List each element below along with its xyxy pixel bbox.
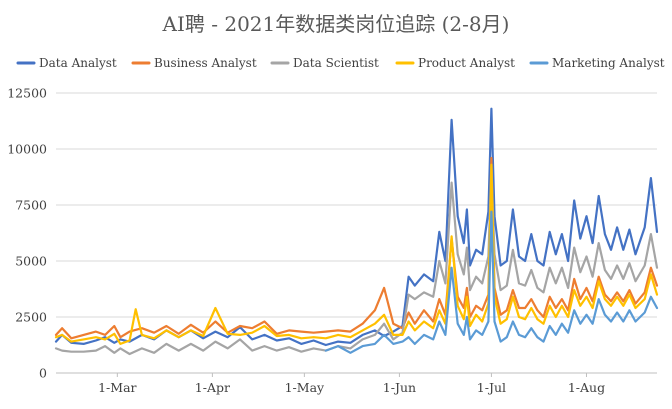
y-tick-label: 5000 — [15, 254, 47, 269]
series-line-marketing-analyst — [324, 210, 659, 354]
y-tick-label: 7500 — [15, 198, 47, 213]
x-tick-label: 1-Aug — [568, 380, 605, 395]
series-lines — [54, 107, 659, 356]
y-axis: 0 2500 5000 7500 10000 12500 — [7, 86, 47, 381]
legend-label: Product Analyst — [418, 56, 515, 70]
gridlines — [56, 92, 657, 374]
legend-item-data-scientist: Data Scientist — [270, 56, 379, 70]
y-tick-label: 2500 — [15, 310, 47, 325]
legend-label: Marketing Analyst — [552, 56, 665, 70]
x-tick-label: 1-Mar — [98, 380, 136, 395]
legend-item-product-analyst: Product Analyst — [395, 56, 515, 70]
y-tick-label: 0 — [39, 366, 47, 381]
legend-label: Business Analyst — [154, 56, 257, 70]
y-tick-label: 12500 — [7, 86, 47, 101]
x-tick-label: 1-Apr — [195, 380, 230, 395]
legend-item-business-analyst: Business Analyst — [131, 56, 257, 70]
chart-title: AI聘 - 2021年数据类岗位追踪 (2-8月) — [162, 12, 510, 36]
series-line-product-analyst — [54, 163, 659, 345]
y-tick-label: 10000 — [7, 142, 47, 157]
series-line-data-scientist — [54, 165, 659, 356]
x-axis: 1-Mar 1-Apr 1-May 1-Jun 1-Jul 1-Aug — [98, 373, 605, 395]
legend: Data Analyst Business Analyst Data Scienti… — [16, 56, 665, 70]
legend-item-data-analyst: Data Analyst — [16, 56, 117, 70]
x-tick-label: 1-Jun — [383, 380, 416, 395]
legend-item-marketing-analyst: Marketing Analyst — [529, 56, 665, 70]
series-line-business-analyst — [54, 156, 659, 340]
legend-label: Data Scientist — [293, 56, 379, 70]
x-tick-label: 1-May — [285, 380, 325, 395]
x-tick-label: 1-Jul — [477, 380, 506, 395]
legend-label: Data Analyst — [39, 56, 117, 70]
